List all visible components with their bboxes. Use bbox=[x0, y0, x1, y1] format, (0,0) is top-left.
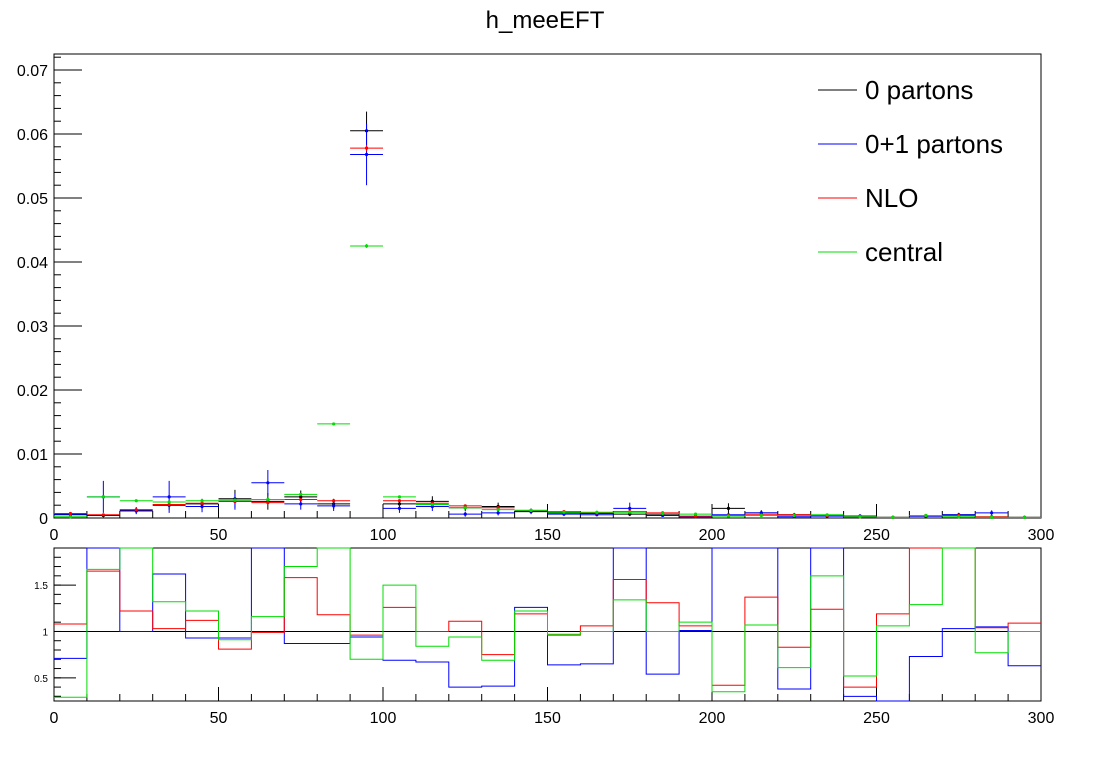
plot-frame bbox=[53, 53, 1042, 519]
data-point bbox=[167, 495, 171, 499]
y-tick-label: 0.07 bbox=[17, 63, 48, 80]
ratio-step-central bbox=[54, 547, 1041, 698]
data-point bbox=[990, 515, 994, 519]
data-point bbox=[266, 501, 270, 505]
legend-label: central bbox=[865, 237, 943, 267]
data-point bbox=[628, 510, 632, 514]
x-tick-label: 50 bbox=[210, 710, 228, 727]
data-point bbox=[858, 515, 862, 519]
legend-label: 0 partons bbox=[865, 75, 973, 105]
data-point bbox=[299, 495, 303, 499]
data-point bbox=[661, 511, 665, 516]
data-point bbox=[364, 244, 369, 248]
data-point bbox=[891, 515, 895, 519]
y-tick-label: 0.03 bbox=[17, 319, 48, 336]
data-point bbox=[299, 497, 303, 502]
x-tick-label: 250 bbox=[863, 527, 890, 544]
data-point bbox=[562, 510, 566, 514]
data-point bbox=[430, 502, 434, 507]
data-point bbox=[266, 481, 270, 485]
data-point bbox=[233, 498, 237, 502]
data-point bbox=[595, 510, 599, 514]
series-central bbox=[54, 244, 1041, 519]
data-point bbox=[1022, 515, 1027, 519]
data-point bbox=[167, 502, 171, 507]
data-point bbox=[299, 492, 303, 496]
data-point bbox=[628, 506, 632, 510]
data-point bbox=[364, 146, 369, 150]
y-tick-label: 0.06 bbox=[17, 127, 48, 144]
data-point bbox=[68, 511, 73, 516]
x-tick-label: 250 bbox=[863, 710, 890, 727]
main-plot: 0 50 100 150 200 250 300 0 0.01 0.02 0.03 0.04 0.05 0… bbox=[17, 53, 1055, 544]
data-point bbox=[266, 497, 270, 502]
y-tick-label: 1 bbox=[42, 627, 48, 638]
data-point bbox=[496, 511, 500, 515]
y-tick-label: 1.5 bbox=[34, 581, 48, 592]
x-tick-label: 100 bbox=[370, 527, 397, 544]
chart-title: h_meeEFT bbox=[486, 7, 605, 34]
data-point bbox=[496, 508, 500, 512]
data-point bbox=[134, 508, 138, 512]
x-tick-label: 150 bbox=[534, 527, 561, 544]
data-point bbox=[957, 515, 961, 519]
data-point bbox=[463, 512, 467, 516]
data-point bbox=[101, 495, 105, 499]
data-point bbox=[332, 499, 336, 503]
data-point bbox=[167, 500, 171, 504]
data-point bbox=[726, 514, 731, 518]
data-point bbox=[200, 501, 204, 505]
data-point bbox=[825, 513, 829, 517]
data-point bbox=[924, 513, 928, 518]
series-0-partons bbox=[54, 111, 1041, 519]
x-tick-label: 200 bbox=[699, 710, 726, 727]
y-tick-label: 0.5 bbox=[34, 674, 48, 685]
legend-label: 0+1 partons bbox=[865, 129, 1003, 159]
legend-label: NLO bbox=[865, 183, 918, 213]
data-point bbox=[134, 499, 138, 503]
legend: 0 partons 0+1 partons NLO central bbox=[818, 75, 1003, 267]
data-point bbox=[68, 515, 73, 519]
data-point bbox=[990, 511, 994, 515]
x-tick-label: 300 bbox=[1028, 710, 1055, 727]
x-tick-label: 50 bbox=[210, 527, 228, 544]
data-point bbox=[726, 506, 731, 510]
x-tick-label: 0 bbox=[50, 710, 59, 727]
data-point bbox=[299, 502, 303, 506]
data-point bbox=[792, 513, 796, 518]
data-point bbox=[529, 508, 533, 512]
ratio-step-0-1-partons bbox=[54, 547, 1041, 702]
data-point bbox=[200, 504, 204, 509]
x-tick-label: 100 bbox=[370, 710, 397, 727]
data-point bbox=[759, 513, 763, 518]
y-tick-label: 0.01 bbox=[17, 447, 48, 464]
x-tick-label: 0 bbox=[50, 527, 59, 544]
data-point bbox=[397, 506, 402, 510]
ratio-plot: 0 50 100 150 200 250 300 0.5 1 1.5 bbox=[34, 547, 1055, 727]
data-point bbox=[332, 504, 336, 508]
data-point bbox=[693, 512, 698, 516]
data-point bbox=[101, 513, 105, 517]
data-point bbox=[397, 499, 402, 503]
data-point bbox=[397, 495, 402, 499]
data-point bbox=[200, 499, 204, 503]
x-tick-label: 200 bbox=[699, 527, 726, 544]
x-tick-label: 150 bbox=[534, 710, 561, 727]
data-point bbox=[364, 152, 369, 157]
y-tick-label: 0.02 bbox=[17, 383, 48, 400]
y-tick-label: 0 bbox=[39, 511, 48, 528]
data-point bbox=[463, 506, 467, 510]
y-tick-label: 0.05 bbox=[17, 191, 48, 208]
y-tick-label: 0.04 bbox=[17, 255, 48, 272]
data-point bbox=[332, 422, 336, 426]
x-tick-label: 300 bbox=[1028, 527, 1055, 544]
